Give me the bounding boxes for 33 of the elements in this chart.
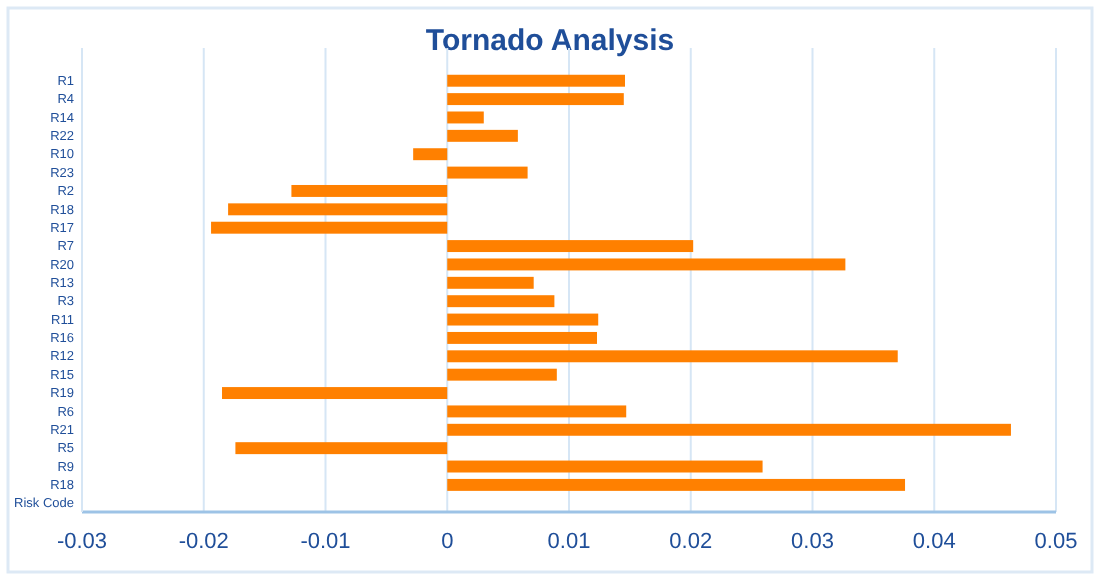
bar bbox=[447, 166, 528, 179]
x-tick-label: 0.01 bbox=[547, 529, 591, 554]
bar bbox=[447, 129, 518, 142]
x-tick-label: -0.03 bbox=[56, 529, 108, 554]
bar bbox=[447, 368, 557, 381]
chart-title: Tornado Analysis bbox=[425, 24, 675, 58]
bar bbox=[447, 295, 555, 308]
bar bbox=[447, 460, 763, 473]
bar bbox=[447, 111, 484, 124]
bar bbox=[413, 148, 448, 161]
bar bbox=[447, 313, 599, 326]
bar bbox=[447, 423, 1011, 436]
x-tick-label: 0.03 bbox=[791, 529, 834, 554]
x-tick-label: -0.01 bbox=[300, 529, 351, 554]
bar bbox=[235, 442, 448, 455]
bar bbox=[222, 387, 448, 400]
bar bbox=[447, 478, 906, 491]
x-tick-label: 0.02 bbox=[669, 529, 713, 554]
bar bbox=[211, 221, 448, 234]
bar bbox=[447, 405, 627, 418]
bar bbox=[228, 203, 448, 216]
bar bbox=[447, 331, 597, 344]
bar bbox=[447, 276, 534, 289]
bar bbox=[447, 93, 624, 106]
bar bbox=[291, 184, 448, 197]
bar bbox=[447, 350, 898, 363]
x-tick-label: 0.05 bbox=[1034, 529, 1078, 554]
x-tick-label: 0 bbox=[441, 529, 454, 554]
x-tick-label: -0.02 bbox=[178, 529, 229, 554]
x-tick-label: 0.04 bbox=[912, 529, 956, 554]
bar bbox=[447, 240, 694, 253]
bar bbox=[447, 258, 846, 271]
bar bbox=[447, 74, 626, 87]
